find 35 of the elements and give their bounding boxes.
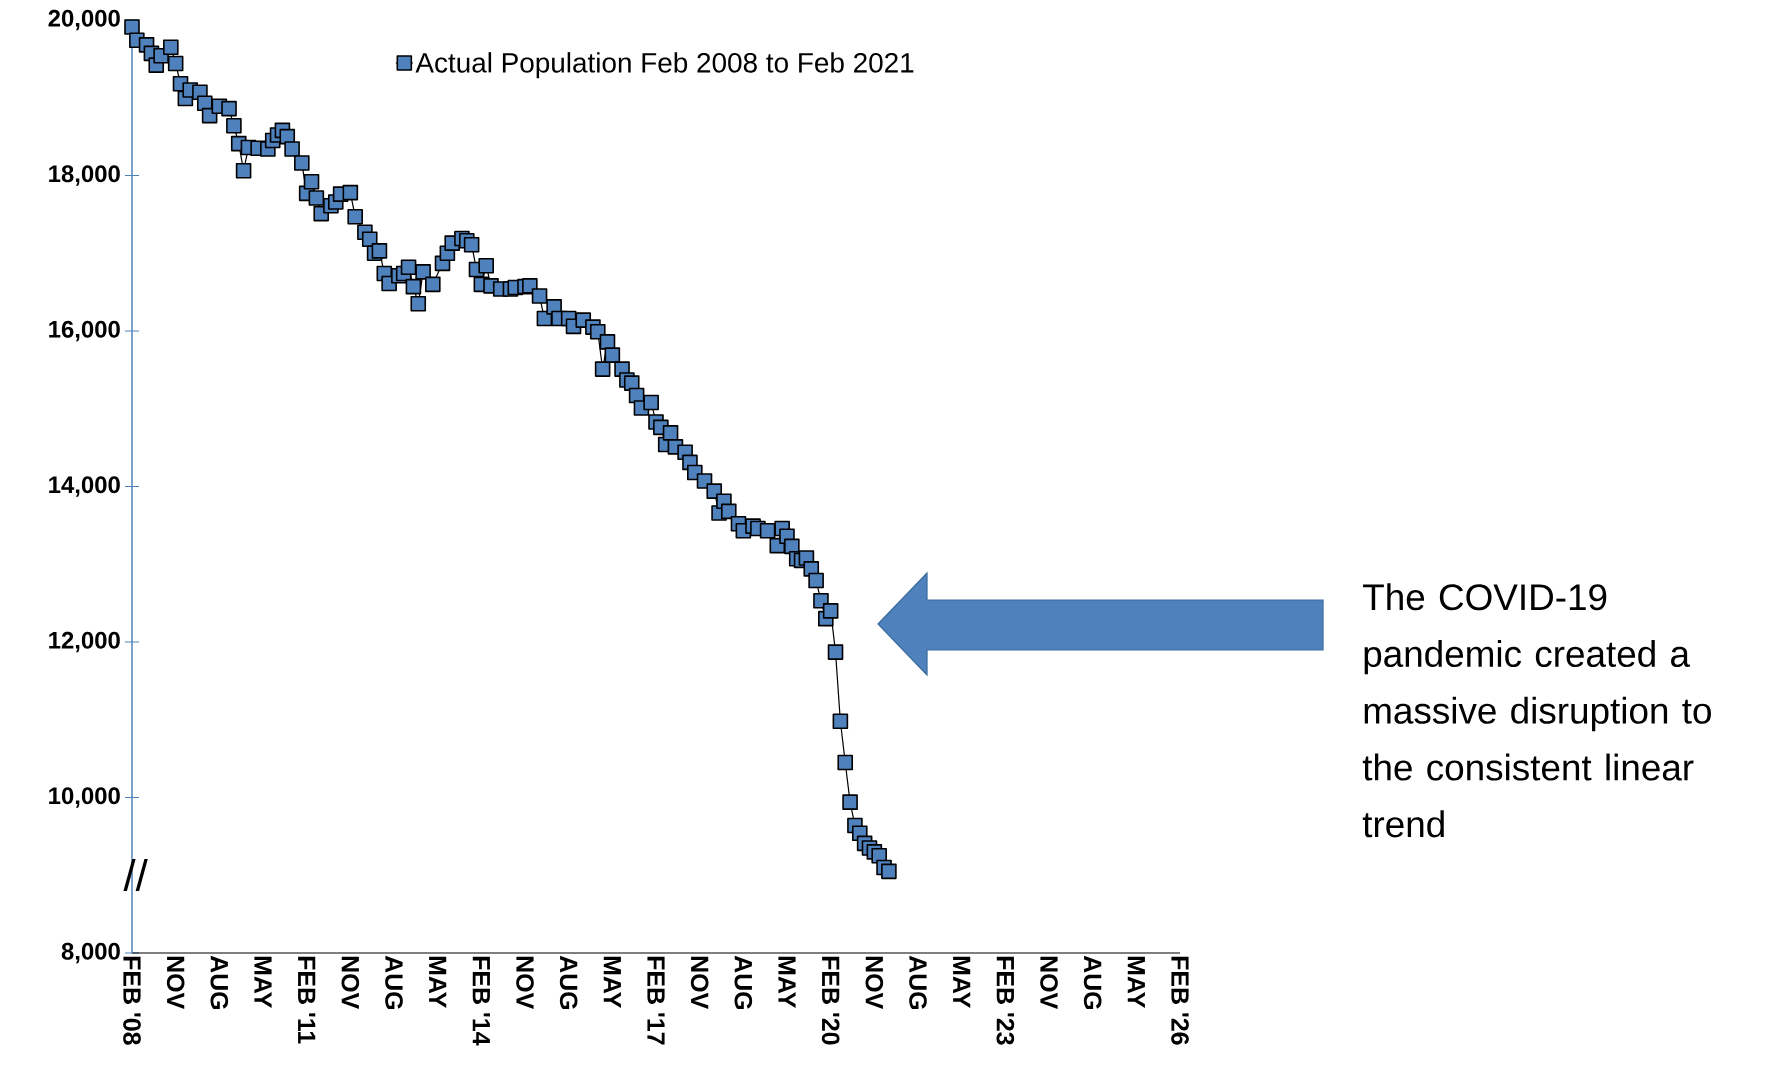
x-tick-label: AUG (559, 955, 578, 1009)
x-tick-label: AUG (909, 955, 927, 1009)
y-tick-label: 12,000 (49, 631, 120, 653)
x-tick-label: AUG (734, 955, 753, 1009)
x-tick-label: FEB '23 (996, 956, 1015, 1045)
x-tick-label: MAY (953, 956, 971, 1008)
x-tick-label: NOV (516, 956, 534, 1009)
x-tick-label: FEB '14 (472, 956, 490, 1046)
x-tick-label: MAY (603, 956, 621, 1008)
x-tick-label: AUG (1083, 955, 1102, 1009)
x-tick-label: MAY (1127, 956, 1145, 1008)
x-tick-label: NOV (690, 956, 709, 1009)
x-tick-label: FEB '20 (821, 956, 840, 1045)
x-tick-label: MAY (778, 956, 796, 1008)
x-tick-label: FEB '17 (647, 956, 665, 1045)
y-tick-label: 10,000 (49, 787, 120, 808)
y-tick-label: 8,000 (61, 942, 120, 964)
y-tick-label: 14,000 (49, 476, 120, 497)
annotation: // (123, 858, 148, 892)
legend-label: Actual Population Feb 2008 to Feb 2021 (415, 52, 914, 79)
x-tick-label: NOV (341, 956, 360, 1009)
y-tick-label: 16,000 (49, 320, 120, 342)
x-tick-label: NOV (1040, 956, 1058, 1009)
text: The COVID-19 pandemic created a massive disruption to the consistent linear trend (1362, 583, 1711, 838)
x-tick-label: MAY (254, 956, 272, 1008)
y-tick-label: 18,000 (49, 165, 120, 186)
x-tick-label: FEB '26 (1171, 956, 1189, 1045)
x-tick-label: AUG (385, 955, 403, 1009)
x-tick-label: MAY (429, 956, 447, 1008)
y-tick-label: 20,000 (48, 9, 120, 31)
x-tick-label: FEB '11 (298, 956, 316, 1044)
x-tick-label: NOV (865, 956, 884, 1009)
x-tick-label: AUG (210, 955, 229, 1009)
x-tick-label: FEB '08 (123, 956, 141, 1045)
x-tick-label: NOV (166, 956, 185, 1009)
